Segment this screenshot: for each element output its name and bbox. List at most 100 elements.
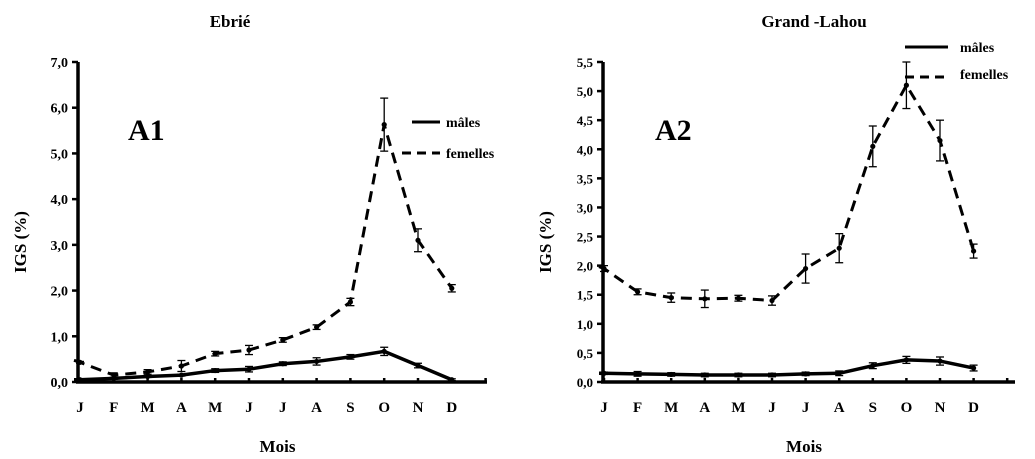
y-tick-label: 6,0 — [51, 102, 69, 117]
y-tick-label: 5,0 — [577, 84, 593, 99]
data-point — [449, 377, 455, 383]
data-point — [314, 358, 320, 365]
data-point — [870, 363, 876, 369]
x-tick-label: S — [346, 400, 354, 416]
panel-label: A1 — [128, 114, 165, 147]
y-tick-label: 3,0 — [51, 239, 69, 254]
x-tick-label: A — [311, 400, 322, 416]
data-point — [347, 299, 353, 305]
x-tick-label: F — [633, 400, 642, 416]
data-point — [769, 372, 775, 378]
x-tick-label: J — [279, 400, 287, 416]
legend-label: femelles — [446, 147, 495, 162]
data-point — [415, 362, 421, 369]
data-point — [903, 82, 910, 88]
x-tick-label: S — [869, 400, 877, 416]
x-tick-label: N — [413, 400, 424, 416]
series-males — [599, 355, 978, 378]
x-tick-label: A — [699, 400, 710, 416]
data-point — [635, 371, 641, 377]
x-tick-label: M — [731, 400, 745, 416]
x-tick-label: O — [901, 400, 913, 416]
legend-label: mâles — [960, 41, 995, 56]
y-tick-label: 7,0 — [51, 56, 69, 71]
y-tick-label: 2,0 — [577, 259, 593, 274]
chart-panel-1: Ebrié A1 0,0 1,0 2,0 3,0 4,0 5,0 6,0 7,0 J F M A M J J A S… — [11, 12, 495, 456]
y-axis-label: IGS (%) — [11, 211, 30, 273]
data-point — [903, 357, 910, 363]
data-point — [77, 377, 83, 383]
data-point — [735, 372, 742, 378]
y-tick-label: 3,0 — [577, 200, 593, 215]
y-tick-label: 3,5 — [577, 171, 594, 186]
legend-label: femelles — [960, 68, 1009, 83]
data-point — [212, 367, 218, 374]
data-point — [803, 265, 809, 272]
series-males — [74, 346, 456, 383]
x-tick-label: M — [208, 400, 222, 416]
y-tick-label: 0,5 — [577, 346, 594, 361]
data-point — [803, 371, 809, 377]
y-tick-label: 1,0 — [51, 330, 69, 345]
y-tick-label: 0,0 — [51, 376, 69, 391]
data-point — [971, 365, 977, 371]
x-tick-label: J — [768, 400, 776, 416]
series-line — [74, 349, 453, 382]
x-tick-label: J — [802, 400, 810, 416]
y-tick-label: 4,0 — [51, 193, 69, 208]
x-tick-label: D — [446, 400, 457, 416]
y-tick-label: 1,0 — [577, 317, 593, 332]
x-axis-label: Mois — [786, 437, 822, 456]
data-point — [178, 372, 184, 378]
data-point — [280, 337, 286, 343]
data-point — [347, 354, 353, 360]
y-tick-label: 1,5 — [577, 288, 594, 303]
data-point — [381, 348, 387, 354]
y-tick-label: 5,5 — [577, 55, 594, 70]
x-tick-label: J — [245, 400, 253, 416]
x-axis-label: Mois — [260, 437, 296, 456]
x-tick-label: D — [968, 400, 979, 416]
data-point — [246, 347, 252, 353]
data-point — [145, 369, 151, 375]
data-point — [111, 372, 117, 378]
legend-label: mâles — [446, 116, 481, 131]
x-tick-label: O — [378, 400, 390, 416]
data-point — [937, 137, 943, 144]
x-tick-label: N — [935, 400, 946, 416]
data-point — [178, 363, 184, 369]
x-tick-label: J — [600, 400, 608, 416]
data-point — [381, 122, 387, 128]
x-tick-label: A — [176, 400, 187, 416]
data-point — [635, 289, 641, 295]
data-point — [77, 359, 83, 365]
data-point — [937, 358, 943, 364]
data-point — [836, 245, 842, 251]
chart-title: Grand -Lahou — [761, 12, 866, 31]
data-point — [735, 295, 742, 301]
series-femelles — [598, 61, 978, 309]
data-point — [601, 265, 607, 272]
data-point — [702, 296, 708, 302]
chart-panel-2: Grand -Lahou A2 0,0 0,5 1,0 1,5 2,0 2,5 3,0 3,5 4,… — [536, 12, 1015, 456]
data-point — [449, 285, 455, 291]
data-point — [212, 351, 218, 357]
y-tick-label: 0,0 — [577, 375, 593, 390]
data-point — [971, 248, 977, 254]
y-tick-label: 4,5 — [577, 113, 594, 128]
y-tick-label: 4,0 — [577, 142, 593, 157]
panel-label: A2 — [655, 114, 692, 147]
series-line — [73, 123, 454, 377]
y-tick-label: 5,0 — [51, 147, 69, 162]
data-point — [314, 324, 320, 330]
data-point — [415, 237, 421, 243]
data-point — [668, 371, 674, 378]
data-point — [246, 366, 252, 372]
series-femelles — [73, 97, 456, 379]
y-tick-label: 2,5 — [577, 230, 594, 245]
data-point — [601, 370, 607, 376]
data-point — [280, 361, 286, 367]
x-tick-label: J — [76, 400, 84, 416]
y-tick-label: 2,0 — [51, 285, 69, 300]
